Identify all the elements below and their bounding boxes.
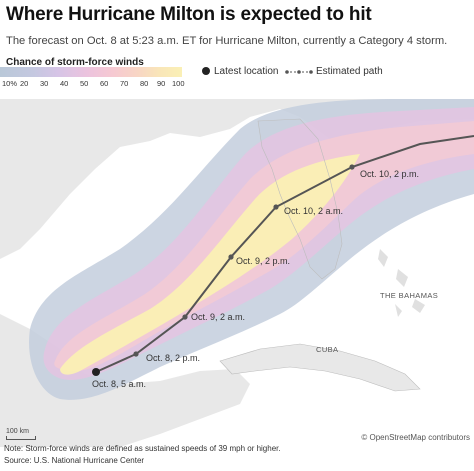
scale-label-80: 80 bbox=[140, 79, 149, 88]
scale-label-40: 40 bbox=[60, 79, 69, 88]
scale-label-20: 20 bbox=[20, 79, 29, 88]
map-scalebar-label: 100 km bbox=[6, 428, 29, 435]
probability-scale-labels: 10% 20 30 40 50 60 70 80 90 100 bbox=[0, 79, 190, 89]
scale-label-10: 10% bbox=[2, 79, 18, 88]
map-attribution: © OpenStreetMap contributors bbox=[361, 433, 470, 442]
place-label-cuba: CUBA bbox=[316, 345, 339, 354]
cuba-coastline bbox=[219, 343, 421, 392]
scale-label-30: 30 bbox=[40, 79, 49, 88]
forecast-map: Oct. 8, 5 a.m. Oct. 8, 2 p.m. Oct. 9, 2 … bbox=[0, 99, 474, 447]
track-label-oct9-2pm: Oct. 9, 2 p.m. bbox=[236, 256, 291, 266]
bahamas-islands bbox=[378, 249, 425, 317]
legend-estimated-path: Estimated path bbox=[316, 66, 383, 77]
cuba-land bbox=[220, 344, 420, 391]
chart-subtitle: The forecast on Oct. 8 at 5:23 a.m. ET f… bbox=[6, 35, 448, 47]
probability-zone-highest bbox=[60, 154, 360, 375]
scale-label-50: 50 bbox=[80, 79, 89, 88]
legend-title: Chance of storm-force winds bbox=[6, 57, 144, 68]
track-point-oct10-2pm bbox=[349, 164, 355, 170]
place-label-bahamas: THE BAHAMAS bbox=[380, 291, 439, 300]
scale-label-70: 70 bbox=[120, 79, 129, 88]
chart-source: Source: U.S. National Hurricane Center bbox=[4, 456, 145, 465]
chart-title: Where Hurricane Milton is expected to hi… bbox=[6, 4, 372, 25]
scale-label-90: 90 bbox=[157, 79, 166, 88]
us-mainland-land bbox=[0, 99, 474, 259]
scale-label-60: 60 bbox=[100, 79, 109, 88]
track-point-oct8-2pm bbox=[133, 351, 139, 357]
estimated-path-legend-icon bbox=[285, 70, 313, 74]
track-label-oct9-2am: Oct. 9, 2 a.m. bbox=[191, 312, 246, 322]
track-point-oct10-2am bbox=[273, 204, 279, 210]
latest-location-marker-icon bbox=[202, 67, 210, 75]
track-label-oct8-5am: Oct. 8, 5 a.m. bbox=[92, 379, 147, 389]
scale-label-100: 100 bbox=[172, 79, 185, 88]
track-point-latest bbox=[92, 368, 100, 376]
probability-color-scale bbox=[0, 67, 182, 77]
track-point-oct9-2am bbox=[182, 314, 188, 320]
yucatan-land bbox=[0, 314, 250, 447]
track-label-oct8-2pm: Oct. 8, 2 p.m. bbox=[146, 353, 201, 363]
forecast-track-line bbox=[95, 135, 474, 373]
florida-coastline bbox=[257, 118, 343, 280]
track-label-oct10-2am: Oct. 10, 2 a.m. bbox=[284, 206, 344, 216]
legend-latest-location: Latest location bbox=[214, 66, 279, 77]
track-label-oct10-2pm: Oct. 10, 2 p.m. bbox=[360, 169, 420, 179]
chart-note: Note: Storm-force winds are defined as s… bbox=[4, 444, 281, 453]
track-point-oct9-2pm bbox=[228, 254, 234, 260]
map-svg bbox=[0, 99, 474, 447]
map-scalebar bbox=[6, 436, 36, 440]
